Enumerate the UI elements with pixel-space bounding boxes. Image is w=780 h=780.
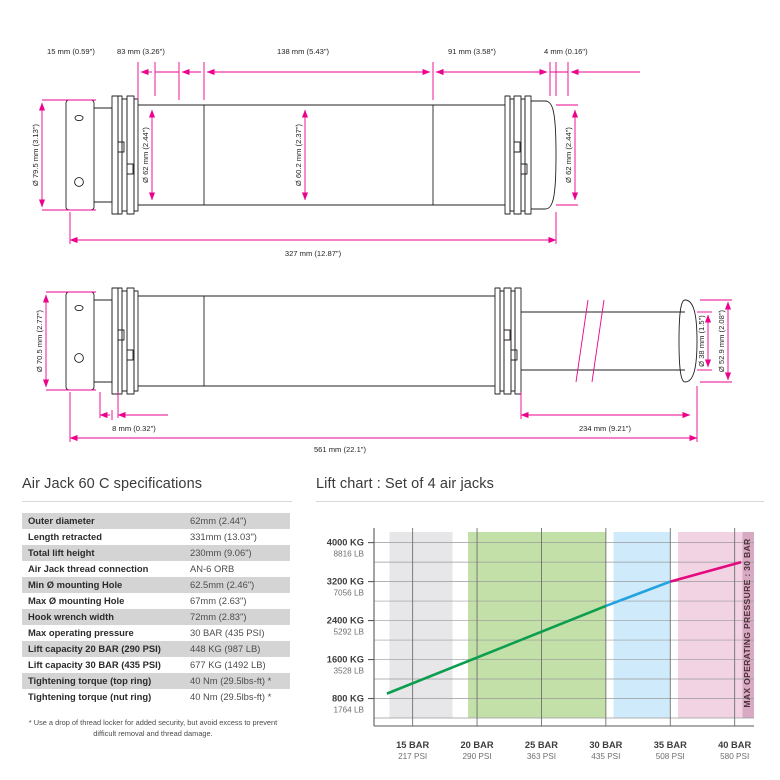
chart-x-tick-label-psi: 217 PSI	[398, 752, 427, 761]
dim-overall-561-label: 561 mm (22.1")	[314, 445, 367, 454]
dim-rod-diameter-38-label: Ø 38 mm (1.5")	[697, 315, 706, 367]
spec-row-value: AN-6 ORB	[190, 562, 235, 574]
chart-y-tick-label-kg: 2400 KG	[327, 616, 364, 626]
specifications-divider	[22, 501, 292, 502]
chart-y-tick-label-kg: 4000 KG	[327, 538, 364, 548]
chart-x-tick-label-psi: 508 PSI	[656, 752, 685, 761]
lift-chart-title: Lift chart : Set of 4 air jacks	[316, 476, 494, 492]
green-segment	[386, 604, 607, 695]
chart-x-tick-label-psi: 363 PSI	[527, 752, 556, 761]
blue-band	[613, 532, 671, 718]
chart-x-tick-label-bar: 25 BAR	[525, 740, 558, 750]
dim-foot-diameter-52-9-label: Ø 52.9 mm (2.08")	[717, 309, 726, 372]
chart-y-tick-label-lb: 7056 LB	[333, 589, 364, 598]
dim-138mm-label: 138 mm (5.43")	[277, 47, 330, 56]
dim-15mm-label: 15 mm (0.59")	[47, 47, 95, 56]
spec-row: Air Jack thread connection AN-6 ORB	[22, 561, 290, 577]
chart-x-tick-label-bar: 35 BAR	[654, 740, 687, 750]
spec-row-key: Length retracted	[28, 530, 102, 542]
spec-row: Total lift height 230mm (9.06")	[22, 545, 290, 561]
lift-chart-panel: Lift chart : Set of 4 air jacks 800 KG 17…	[316, 476, 764, 764]
chart-x-tick-label-bar: 40 BAR	[718, 740, 751, 750]
spec-row: Max operating pressure 30 BAR (435 PSI)	[22, 625, 290, 641]
spec-row: Tightening torque (top ring) 40 Nm (29.5l…	[22, 673, 290, 689]
spec-row-value: 40 Nm (29.5lbs-ft) *	[190, 690, 272, 702]
spec-row: Min Ø mounting Hole 62.5mm (2.46")	[22, 577, 290, 593]
chart-x-tick-label-psi: 435 PSI	[591, 752, 620, 761]
spec-row: Outer diameter 62mm (2.44")	[22, 513, 290, 529]
spec-row-value: 62mm (2.44")	[184, 513, 290, 529]
chart-y-tick-label-lb: 8816 LB	[333, 550, 364, 559]
chart-y-tick-label-kg: 800 KG	[332, 694, 364, 704]
chart-y-tick-label-kg: 1600 KG	[327, 655, 364, 665]
spec-row-key: Air Jack thread connection	[28, 562, 149, 574]
chart-y-tick-label-lb: 3528 LB	[333, 667, 364, 676]
chart-y-tick-label-lb: 5292 LB	[333, 628, 364, 637]
spec-row: Tightening torque (nut ring) 40 Nm (29.5l…	[22, 689, 290, 705]
specifications-table: Outer diameter 62mm (2.44") Length retract…	[22, 513, 290, 705]
spec-row-key: Max operating pressure	[28, 626, 134, 638]
dim-8mm-label: 8 mm (0.32")	[112, 424, 156, 433]
chart-x-tick-label-psi: 580 PSI	[720, 752, 749, 761]
spec-row: Hook wrench width 72mm (2.83")	[22, 609, 290, 625]
spec-row-value: 230mm (9.06")	[184, 545, 290, 561]
technical-drawing: 15 mm (0.59") 83 mm (3.26") 138 mm (5.43…	[31, 47, 732, 454]
dim-overall-327-label: 327 mm (12.87")	[285, 249, 342, 258]
blue-segment	[605, 580, 671, 608]
spec-row-key: Tightening torque (top ring)	[22, 673, 184, 689]
green-band	[468, 532, 606, 718]
spec-row-value: 30 BAR (435 PSI)	[190, 626, 265, 638]
spec-row-key: Tightening torque (nut ring)	[28, 690, 152, 702]
max-operating-pressure-label: MAX OPERATING PRESSURE : 30 BAR	[742, 538, 752, 708]
chart-x-tick-label-bar: 20 BAR	[461, 740, 494, 750]
spec-row: Lift capacity 20 BAR (290 PSI) 448 KG (98…	[22, 641, 290, 657]
chart-x-tick-label-bar: 30 BAR	[589, 740, 622, 750]
magenta-segment	[669, 560, 742, 583]
specifications-title: Air Jack 60 C specifications	[22, 476, 203, 492]
pink-band	[678, 532, 743, 718]
chart-y-tick-label-lb: 1764 LB	[333, 706, 364, 715]
spec-row-key: Min Ø mounting Hole	[22, 577, 184, 593]
max-pressure-band	[742, 532, 754, 718]
lift-chart-divider	[316, 501, 764, 502]
dim-diameter-62-left-label: Ø 62 mm (2.44")	[141, 127, 150, 183]
dim-83mm-label: 83 mm (3.26")	[117, 47, 165, 56]
spec-row-value: 448 KG (987 LB)	[184, 641, 290, 657]
chart-x-tick-label-bar: 15 BAR	[396, 740, 429, 750]
spec-row-key: Total lift height	[22, 545, 184, 561]
dim-outer-diameter-79-5-label: Ø 79.5 mm (3.13")	[31, 123, 40, 186]
dim-diameter-60-2-label: Ø 60.2 mm (2.37")	[294, 123, 303, 186]
lift-chart-graphic: 800 KG 1764 LB 1600 KG 3528 LB 2400 KG 5292 L…	[316, 514, 764, 764]
chart-x-tick-label-psi: 290 PSI	[462, 752, 491, 761]
spec-row-key: Lift capacity 20 BAR (290 PSI)	[22, 641, 184, 657]
spec-row-value: 72mm (2.83")	[184, 609, 290, 625]
spec-row: Max Ø mounting Hole 67mm (2.63")	[22, 593, 290, 609]
dim-diameter-70-5-label: Ø 70.5 mm (2.77")	[35, 309, 44, 372]
spec-row-key: Outer diameter	[22, 513, 184, 529]
specifications-footnote: * Use a drop of thread locker for added …	[28, 718, 278, 738]
spec-row-value: 62.5mm (2.46")	[184, 577, 290, 593]
chart-y-tick-label-kg: 3200 KG	[327, 577, 364, 587]
spec-row-key: Max Ø mounting Hole	[28, 594, 125, 606]
dim-4mm-label: 4 mm (0.16")	[544, 47, 588, 56]
spec-row-key: Hook wrench width	[22, 609, 184, 625]
spec-row: Lift capacity 30 BAR (435 PSI) 677 KG (14…	[22, 657, 290, 673]
dim-stroke-234-label: 234 mm (9.21")	[579, 424, 632, 433]
dim-91mm-label: 91 mm (3.58")	[448, 47, 496, 56]
specifications-panel: Air Jack 60 C specifications Outer diame…	[22, 476, 292, 739]
spec-row-value: 331mm (13.03")	[190, 530, 257, 542]
spec-row-value: 40 Nm (29.5lbs-ft) *	[184, 673, 290, 689]
spec-row-key: Lift capacity 30 BAR (435 PSI)	[28, 658, 161, 670]
spec-row-value: 677 KG (1492 LB)	[190, 658, 266, 670]
spec-row: Length retracted 331mm (13.03")	[22, 529, 290, 545]
spec-row-value: 67mm (2.63")	[190, 594, 247, 606]
dim-diameter-62-right-label: Ø 62 mm (2.44")	[564, 127, 573, 183]
